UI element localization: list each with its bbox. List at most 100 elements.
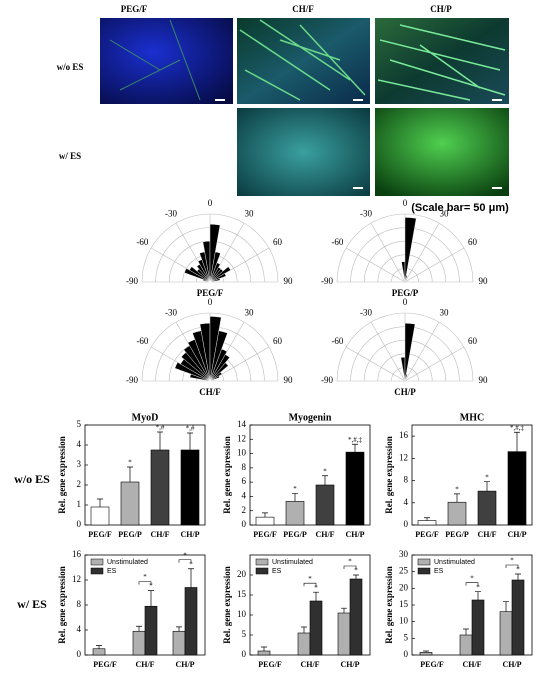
angle-tick-label: -90	[126, 276, 138, 286]
rose-wedge	[189, 266, 211, 283]
y-tick-label: 15	[399, 599, 409, 609]
y-tick-label: 12	[399, 452, 408, 462]
image-row-label: w/o ES	[57, 62, 84, 72]
error-bar	[97, 498, 103, 507]
bar	[172, 630, 186, 656]
x-tick-label: CH/F	[315, 530, 334, 539]
bar	[315, 484, 335, 526]
angle-tick-label: -30	[360, 209, 372, 219]
rose-wedge	[404, 217, 417, 283]
significance-label: *	[314, 584, 318, 592]
rose-title: CH/F	[199, 387, 221, 397]
error-bar	[515, 573, 521, 580]
y-tick-label: 10	[237, 609, 247, 619]
texture	[239, 19, 366, 101]
micrographs	[100, 18, 509, 196]
y-tick-label: 10	[237, 448, 247, 458]
angle-tick-label: 30	[245, 209, 255, 219]
angle-tick-label: -30	[360, 308, 372, 318]
y-tick-label: 4	[77, 439, 82, 449]
angle-tick-label: -90	[321, 375, 333, 385]
plot-frame	[249, 424, 371, 526]
y-axis-label: Rel. gene expression	[222, 436, 232, 514]
y-tick-label: 0	[404, 649, 409, 659]
bar	[511, 579, 525, 656]
significance-label: *,#	[156, 424, 165, 432]
x-tick-label: CH/F	[462, 660, 481, 669]
bracket	[343, 565, 357, 569]
rose-wedge	[404, 322, 416, 382]
rose-title: PEG/F	[197, 288, 224, 298]
image-column-label: CH/P	[430, 4, 452, 14]
bar	[144, 605, 158, 656]
legend-swatch	[90, 567, 104, 575]
bracket	[303, 582, 317, 587]
rose-wedge	[174, 362, 211, 382]
image-column-label: PEG/F	[121, 4, 148, 14]
y-tick-label: 6	[242, 476, 247, 486]
bar	[447, 501, 467, 526]
angle-tick-label: -60	[331, 237, 343, 247]
x-tick-label: CH/F	[135, 660, 154, 669]
bar	[92, 648, 106, 656]
x-tick-label: PEG/F	[93, 660, 117, 669]
grid-spoke	[404, 346, 465, 382]
bar	[120, 481, 140, 526]
rose-wedge	[209, 354, 230, 382]
bar	[309, 600, 323, 656]
error-bar	[187, 432, 193, 450]
rose-wedge	[209, 348, 228, 382]
bar	[459, 634, 473, 656]
x-tick-label: CH/P	[502, 660, 521, 669]
rose-wedge	[184, 268, 211, 283]
y-tick-label: 4	[242, 490, 247, 500]
grid-spoke	[404, 321, 440, 382]
significance-label: *,#,‡	[348, 436, 363, 444]
bar	[255, 516, 275, 526]
legend-label: ES	[434, 568, 444, 575]
bar	[150, 449, 170, 526]
angle-tick-label: 90	[284, 276, 294, 286]
significance-label: *	[485, 473, 489, 481]
x-tick-label: CH/P	[340, 660, 359, 669]
error-bar	[503, 601, 509, 612]
rose-title: CH/P	[394, 387, 416, 397]
angle-tick-label: 0	[208, 297, 213, 307]
angle-tick-label: 60	[273, 336, 283, 346]
chart-row-label: w/o ES	[14, 472, 50, 486]
micrograph	[237, 108, 370, 196]
error-bar	[301, 626, 307, 633]
bar	[499, 611, 513, 656]
grid-spoke	[345, 346, 406, 382]
y-tick-label: 25	[399, 566, 409, 576]
significance-label: *	[476, 583, 480, 591]
angle-tick-label: -30	[165, 209, 177, 219]
y-axis-label: Rel. gene expression	[57, 436, 67, 514]
chart-row-label: w/ ES	[17, 597, 47, 611]
micrograph	[100, 18, 233, 104]
legend-swatch	[417, 558, 431, 566]
y-tick-label: 5	[77, 419, 82, 429]
texture	[377, 24, 506, 101]
bar	[132, 630, 146, 656]
legend-swatch	[255, 567, 269, 575]
x-tick-label: PEG/F	[415, 530, 439, 539]
error-bar	[423, 650, 429, 653]
legend-label: Unstimulated	[107, 559, 148, 566]
y-tick-label: 15	[237, 589, 247, 599]
angle-tick-label: -60	[136, 336, 148, 346]
grid-spoke	[370, 222, 406, 283]
legend-label: ES	[272, 568, 282, 575]
error-bar	[322, 475, 328, 485]
significance-label: *,#,‡	[510, 424, 525, 432]
angle-tick-label: -90	[321, 276, 333, 286]
rose-title: PEG/P	[392, 288, 419, 298]
error-bar	[341, 607, 347, 613]
bracket	[505, 564, 519, 568]
chart-title: MHC	[460, 412, 484, 423]
y-tick-label: 2	[242, 505, 247, 515]
grid-spoke	[370, 321, 406, 382]
rose-wedge	[209, 362, 229, 382]
significance-label: *	[128, 459, 132, 467]
bar	[419, 652, 433, 656]
